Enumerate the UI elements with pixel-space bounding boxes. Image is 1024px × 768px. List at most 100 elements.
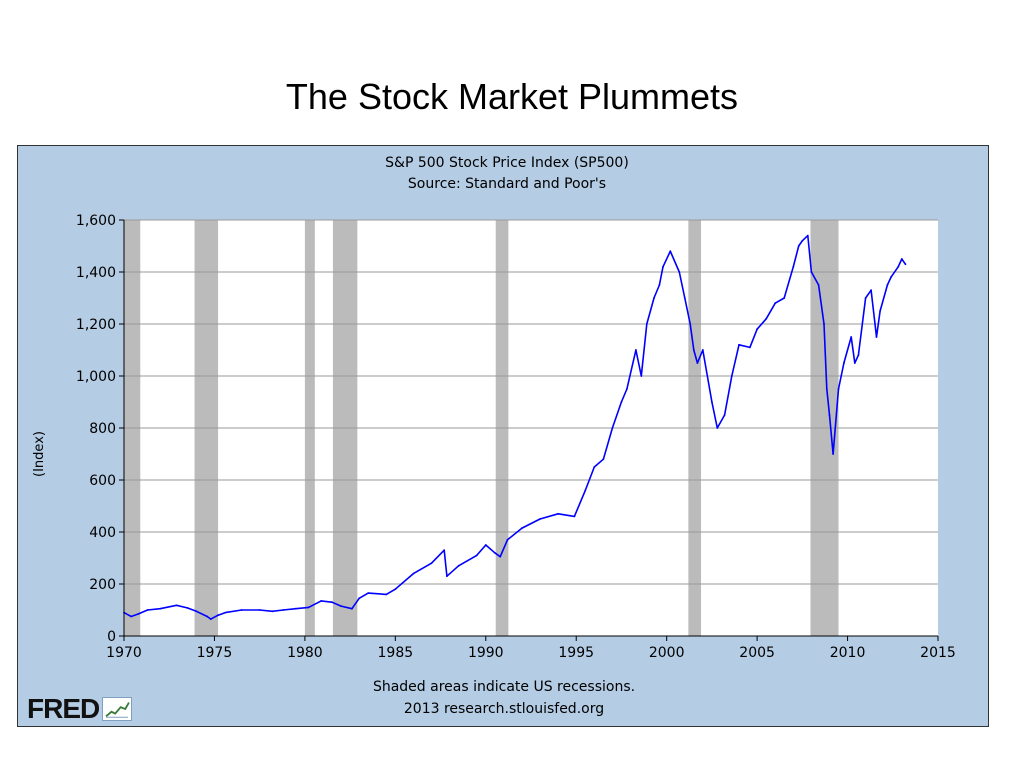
data-point xyxy=(602,458,605,461)
data-point xyxy=(412,572,415,575)
data-point xyxy=(557,512,560,515)
data-point xyxy=(499,555,502,558)
data-point xyxy=(584,489,587,492)
data-point xyxy=(748,346,751,349)
data-point xyxy=(801,239,804,242)
data-point xyxy=(195,610,198,613)
data-point xyxy=(367,592,370,594)
data-point xyxy=(692,349,695,351)
data-point xyxy=(823,323,825,325)
chart-subtitle: Source: Standard and Poor's xyxy=(408,176,606,192)
data-point xyxy=(696,362,699,364)
y-tick-label: 600 xyxy=(89,473,116,489)
data-point xyxy=(430,562,433,565)
data-point xyxy=(159,607,162,610)
fred-logo: FRED xyxy=(27,692,133,726)
data-point xyxy=(669,250,672,253)
axes: 0 200 400 600 800 1,000 1,200 1,400 1,600 1970 197… xyxy=(76,213,956,661)
data-point xyxy=(573,515,576,518)
data-point xyxy=(897,265,900,268)
fred-logo-text: FRED xyxy=(27,693,100,724)
y-tick-label: 1,600 xyxy=(76,213,116,229)
x-tick-label: 1970 xyxy=(106,645,142,661)
data-point xyxy=(506,538,509,541)
data-point xyxy=(394,588,397,591)
data-point xyxy=(817,284,820,286)
data-point xyxy=(832,453,834,455)
chart-title: S&P 500 Stock Price Index (SP500) xyxy=(385,155,629,171)
x-tick-label: 2000 xyxy=(649,645,685,661)
data-point xyxy=(475,554,478,557)
data-point xyxy=(635,349,637,351)
data-point xyxy=(828,414,831,416)
data-point xyxy=(723,414,726,416)
data-point xyxy=(224,611,227,614)
data-point xyxy=(857,354,860,357)
data-point xyxy=(484,544,487,546)
data-point xyxy=(320,600,323,602)
data-point xyxy=(209,618,212,620)
data-point xyxy=(783,297,786,299)
data-point xyxy=(351,607,353,610)
chart-trend-icon xyxy=(102,697,133,721)
data-point xyxy=(445,575,448,578)
x-tick-label: 2010 xyxy=(830,645,866,661)
y-tick-label: 1,400 xyxy=(76,265,116,281)
y-tick-label: 0 xyxy=(107,629,116,645)
chart: S&P 500 Stock Price Index (SP500) Source… xyxy=(32,155,956,661)
data-point xyxy=(146,609,149,611)
data-point xyxy=(331,601,333,604)
data-point xyxy=(843,362,845,364)
data-point xyxy=(837,388,840,390)
y-tick-label: 800 xyxy=(89,421,116,437)
data-point xyxy=(806,234,809,237)
data-point xyxy=(689,323,692,325)
data-point xyxy=(864,297,867,299)
x-tick-label: 1985 xyxy=(378,645,414,661)
data-point xyxy=(710,401,713,403)
data-point xyxy=(539,518,541,520)
data-point xyxy=(217,614,219,617)
x-tick-label: 1975 xyxy=(197,645,233,661)
data-point xyxy=(678,271,681,273)
data-point xyxy=(593,466,596,468)
data-point xyxy=(645,323,648,325)
data-point xyxy=(457,564,460,567)
data-point xyxy=(900,258,903,260)
x-tick-label: 2005 xyxy=(739,645,775,661)
data-point xyxy=(186,607,189,609)
data-point xyxy=(620,401,623,403)
data-point xyxy=(521,527,523,529)
data-point xyxy=(653,297,655,299)
data-point xyxy=(850,336,853,338)
data-point xyxy=(662,265,664,268)
data-point xyxy=(738,343,740,346)
data-point xyxy=(870,289,872,292)
slide-title: The Stock Market Plummets xyxy=(285,76,739,117)
data-point xyxy=(358,597,361,600)
data-point xyxy=(774,302,777,305)
data-point xyxy=(294,607,297,610)
data-point xyxy=(716,427,719,429)
data-point xyxy=(611,427,614,429)
data-point xyxy=(825,388,828,390)
grid xyxy=(124,219,938,585)
data-point xyxy=(282,609,285,611)
data-point xyxy=(875,336,878,338)
x-tick-label: 1980 xyxy=(287,645,323,661)
data-point xyxy=(340,605,342,607)
series-line-group xyxy=(123,234,907,620)
data-point xyxy=(658,284,661,286)
data-point xyxy=(307,606,310,609)
data-point xyxy=(640,375,643,377)
data-point xyxy=(886,284,889,286)
data-point xyxy=(258,609,261,611)
data-point xyxy=(493,551,496,554)
data-point xyxy=(683,297,686,299)
data-point xyxy=(625,388,628,390)
y-tick-label: 200 xyxy=(89,577,116,593)
y-tick-label: 1,000 xyxy=(76,369,116,385)
x-tick-label: 1990 xyxy=(468,645,504,661)
data-point xyxy=(756,328,759,331)
data-point xyxy=(175,604,178,607)
